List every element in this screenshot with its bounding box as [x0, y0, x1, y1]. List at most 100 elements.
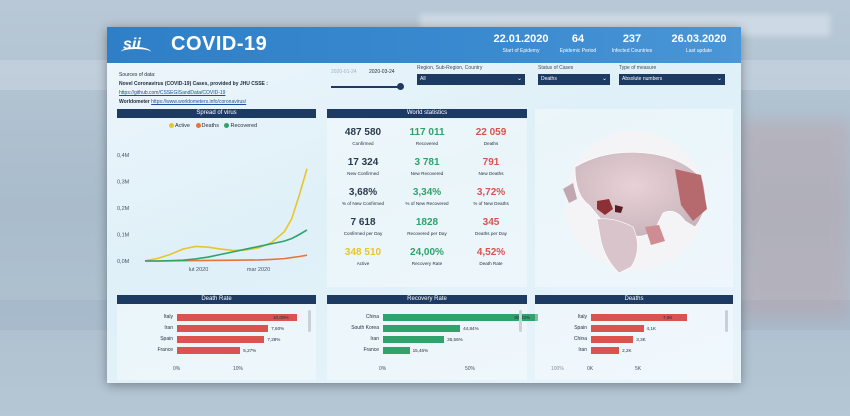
europe-hotspot: [597, 199, 613, 215]
date-range-slider[interactable]: 2020-01-24 2020-03-24: [331, 69, 404, 95]
stat-label: Confirmed per Day: [343, 231, 383, 236]
recovery-rate-chart: China 90,33% South Korea 44,84% Iran 35,56% Fr…: [327, 304, 564, 380]
stat-label: Deaths per Day: [475, 231, 507, 236]
stat-label: Deaths: [483, 141, 499, 146]
stat-value: 3,34%: [412, 187, 442, 198]
stat-label: New Confirmed: [347, 171, 379, 176]
bar-label: Italy: [577, 314, 587, 320]
slider-handle[interactable]: [397, 83, 404, 90]
bar[interactable]: [383, 314, 539, 321]
stat-value: 348 510: [344, 247, 382, 258]
y-tick-label: 0,0M: [117, 259, 130, 265]
bar[interactable]: [177, 314, 297, 321]
scrollbar[interactable]: [308, 310, 311, 332]
stat-label: % of New Deaths: [473, 201, 509, 206]
data-sources: Sources of data: Novel Coronavirus (COVI…: [119, 71, 268, 107]
stat-value: 4,52%: [476, 247, 506, 258]
measure-dropdown[interactable]: Absolute numbers ⌄: [619, 74, 725, 85]
spread-chart: 0,0M 0,1M 0,2M 0,3M 0,4M lut 2020 mar 2020: [117, 153, 308, 273]
bar-value: 3,3K: [636, 337, 646, 342]
stat-label: % of New Recovered: [405, 201, 449, 206]
bar-label: Iran: [578, 347, 587, 353]
stat-value: 791: [482, 157, 500, 168]
stat-label: Confirmed: [352, 141, 374, 146]
stat-value: 3,72%: [476, 187, 506, 198]
deaths-chart: Italy 7,5K Spain 4,1K China 3,3K Iran 2,2K 0K 5K: [535, 304, 733, 380]
bar-value: 44,84%: [463, 326, 479, 331]
bar-value: 7,28%: [267, 337, 281, 342]
death-rate-title: Death Rate: [117, 295, 316, 304]
axis-tick: 50%: [465, 366, 476, 372]
bar[interactable]: [591, 325, 644, 332]
middle-east-region: [645, 225, 665, 245]
kpi-start: 22.01.2020 Start of Epidemy: [493, 33, 549, 54]
stat-value: 3 781: [414, 157, 440, 168]
spread-title: Spread of virus: [117, 109, 316, 118]
stat-value: 7 618: [350, 217, 376, 228]
bar-label: Iran: [370, 336, 379, 342]
chevron-down-icon: ⌄: [601, 76, 607, 82]
x-tick-label: mar 2020: [247, 267, 270, 273]
stat-value: 3,68%: [348, 187, 378, 198]
bar[interactable]: [177, 347, 241, 354]
active-line[interactable]: [144, 168, 308, 262]
filter-measure: Type of measure Absolute numbers ⌄: [619, 65, 725, 85]
scrollbar[interactable]: [519, 310, 522, 332]
status-dropdown[interactable]: Deaths ⌄: [538, 74, 610, 85]
stat-label: Recovered: [415, 141, 439, 146]
bar[interactable]: [591, 347, 620, 354]
axis-tick: 10%: [233, 366, 244, 372]
bar-value: 7,5K: [663, 315, 673, 320]
y-tick-label: 0,3M: [117, 180, 130, 186]
worldometer-link[interactable]: https://www.worldometers.info/coronaviru…: [151, 99, 247, 105]
bar-value: 10,00%: [273, 315, 289, 320]
recovered-line[interactable]: [145, 229, 308, 262]
dashboard-title: COVID-19: [171, 33, 268, 55]
stat-value: 117 011: [409, 127, 445, 138]
bar-label: Spain: [160, 336, 173, 342]
filter-region: Region, Sub-Region, Country All ⌄: [417, 65, 525, 85]
stat-value: 487 580: [344, 127, 382, 138]
bar[interactable]: [383, 325, 461, 332]
sii-logo: sii: [121, 33, 153, 57]
y-tick-label: 0,2M: [117, 206, 130, 212]
bar[interactable]: [177, 325, 269, 332]
world-stats-panel: 487 580 Confirmed 117 011 Recovered 22 059 De…: [327, 119, 527, 287]
recovery-rate-title: Recovery Rate: [327, 295, 527, 304]
dashboard: sii COVID-19 22.01.2020 Start of Epidemy …: [107, 27, 741, 383]
italy-region: [615, 205, 623, 213]
chevron-down-icon: ⌄: [716, 76, 722, 82]
stat-value: 24,00%: [410, 247, 444, 258]
bar[interactable]: [591, 314, 687, 321]
bar-label: Italy: [163, 314, 173, 320]
stat-value: 17 324: [347, 157, 379, 168]
bar-value: 7,60%: [271, 326, 285, 331]
region-dropdown[interactable]: All ⌄: [417, 74, 525, 85]
globe-map[interactable]: [535, 109, 733, 287]
map-panel: [535, 109, 733, 287]
axis-tick: 0%: [173, 366, 181, 372]
axis-tick: 0%: [379, 366, 387, 372]
bar-label: France: [363, 347, 379, 353]
bar[interactable]: [383, 336, 445, 343]
jhu-link[interactable]: https://github.com/CSSEGISandData/COVID-…: [119, 90, 226, 96]
bar[interactable]: [591, 336, 634, 343]
stat-value: 22 059: [475, 127, 507, 138]
bar-value: 35,56%: [447, 337, 463, 342]
scrollbar[interactable]: [725, 310, 728, 332]
sources-heading: Sources of data:: [119, 72, 156, 78]
filter-status: Status of Cases Deaths ⌄: [538, 65, 610, 85]
stat-label: New Deaths: [478, 171, 504, 176]
west-region: [563, 183, 577, 203]
bar-value: 5,27%: [243, 348, 257, 353]
world-stats-title: World statistics: [327, 109, 527, 118]
deaths-title: Deaths: [535, 295, 733, 304]
africa-region: [596, 218, 638, 274]
bar[interactable]: [177, 336, 265, 343]
axis-tick: 5K: [635, 366, 642, 372]
y-tick-label: 0,1M: [117, 233, 130, 239]
bar[interactable]: [383, 347, 410, 354]
kpi-last-update: 26.03.2020 Last update: [671, 33, 727, 54]
bar-value: 2,2K: [622, 348, 632, 353]
bar-value: 15,46%: [412, 348, 429, 353]
